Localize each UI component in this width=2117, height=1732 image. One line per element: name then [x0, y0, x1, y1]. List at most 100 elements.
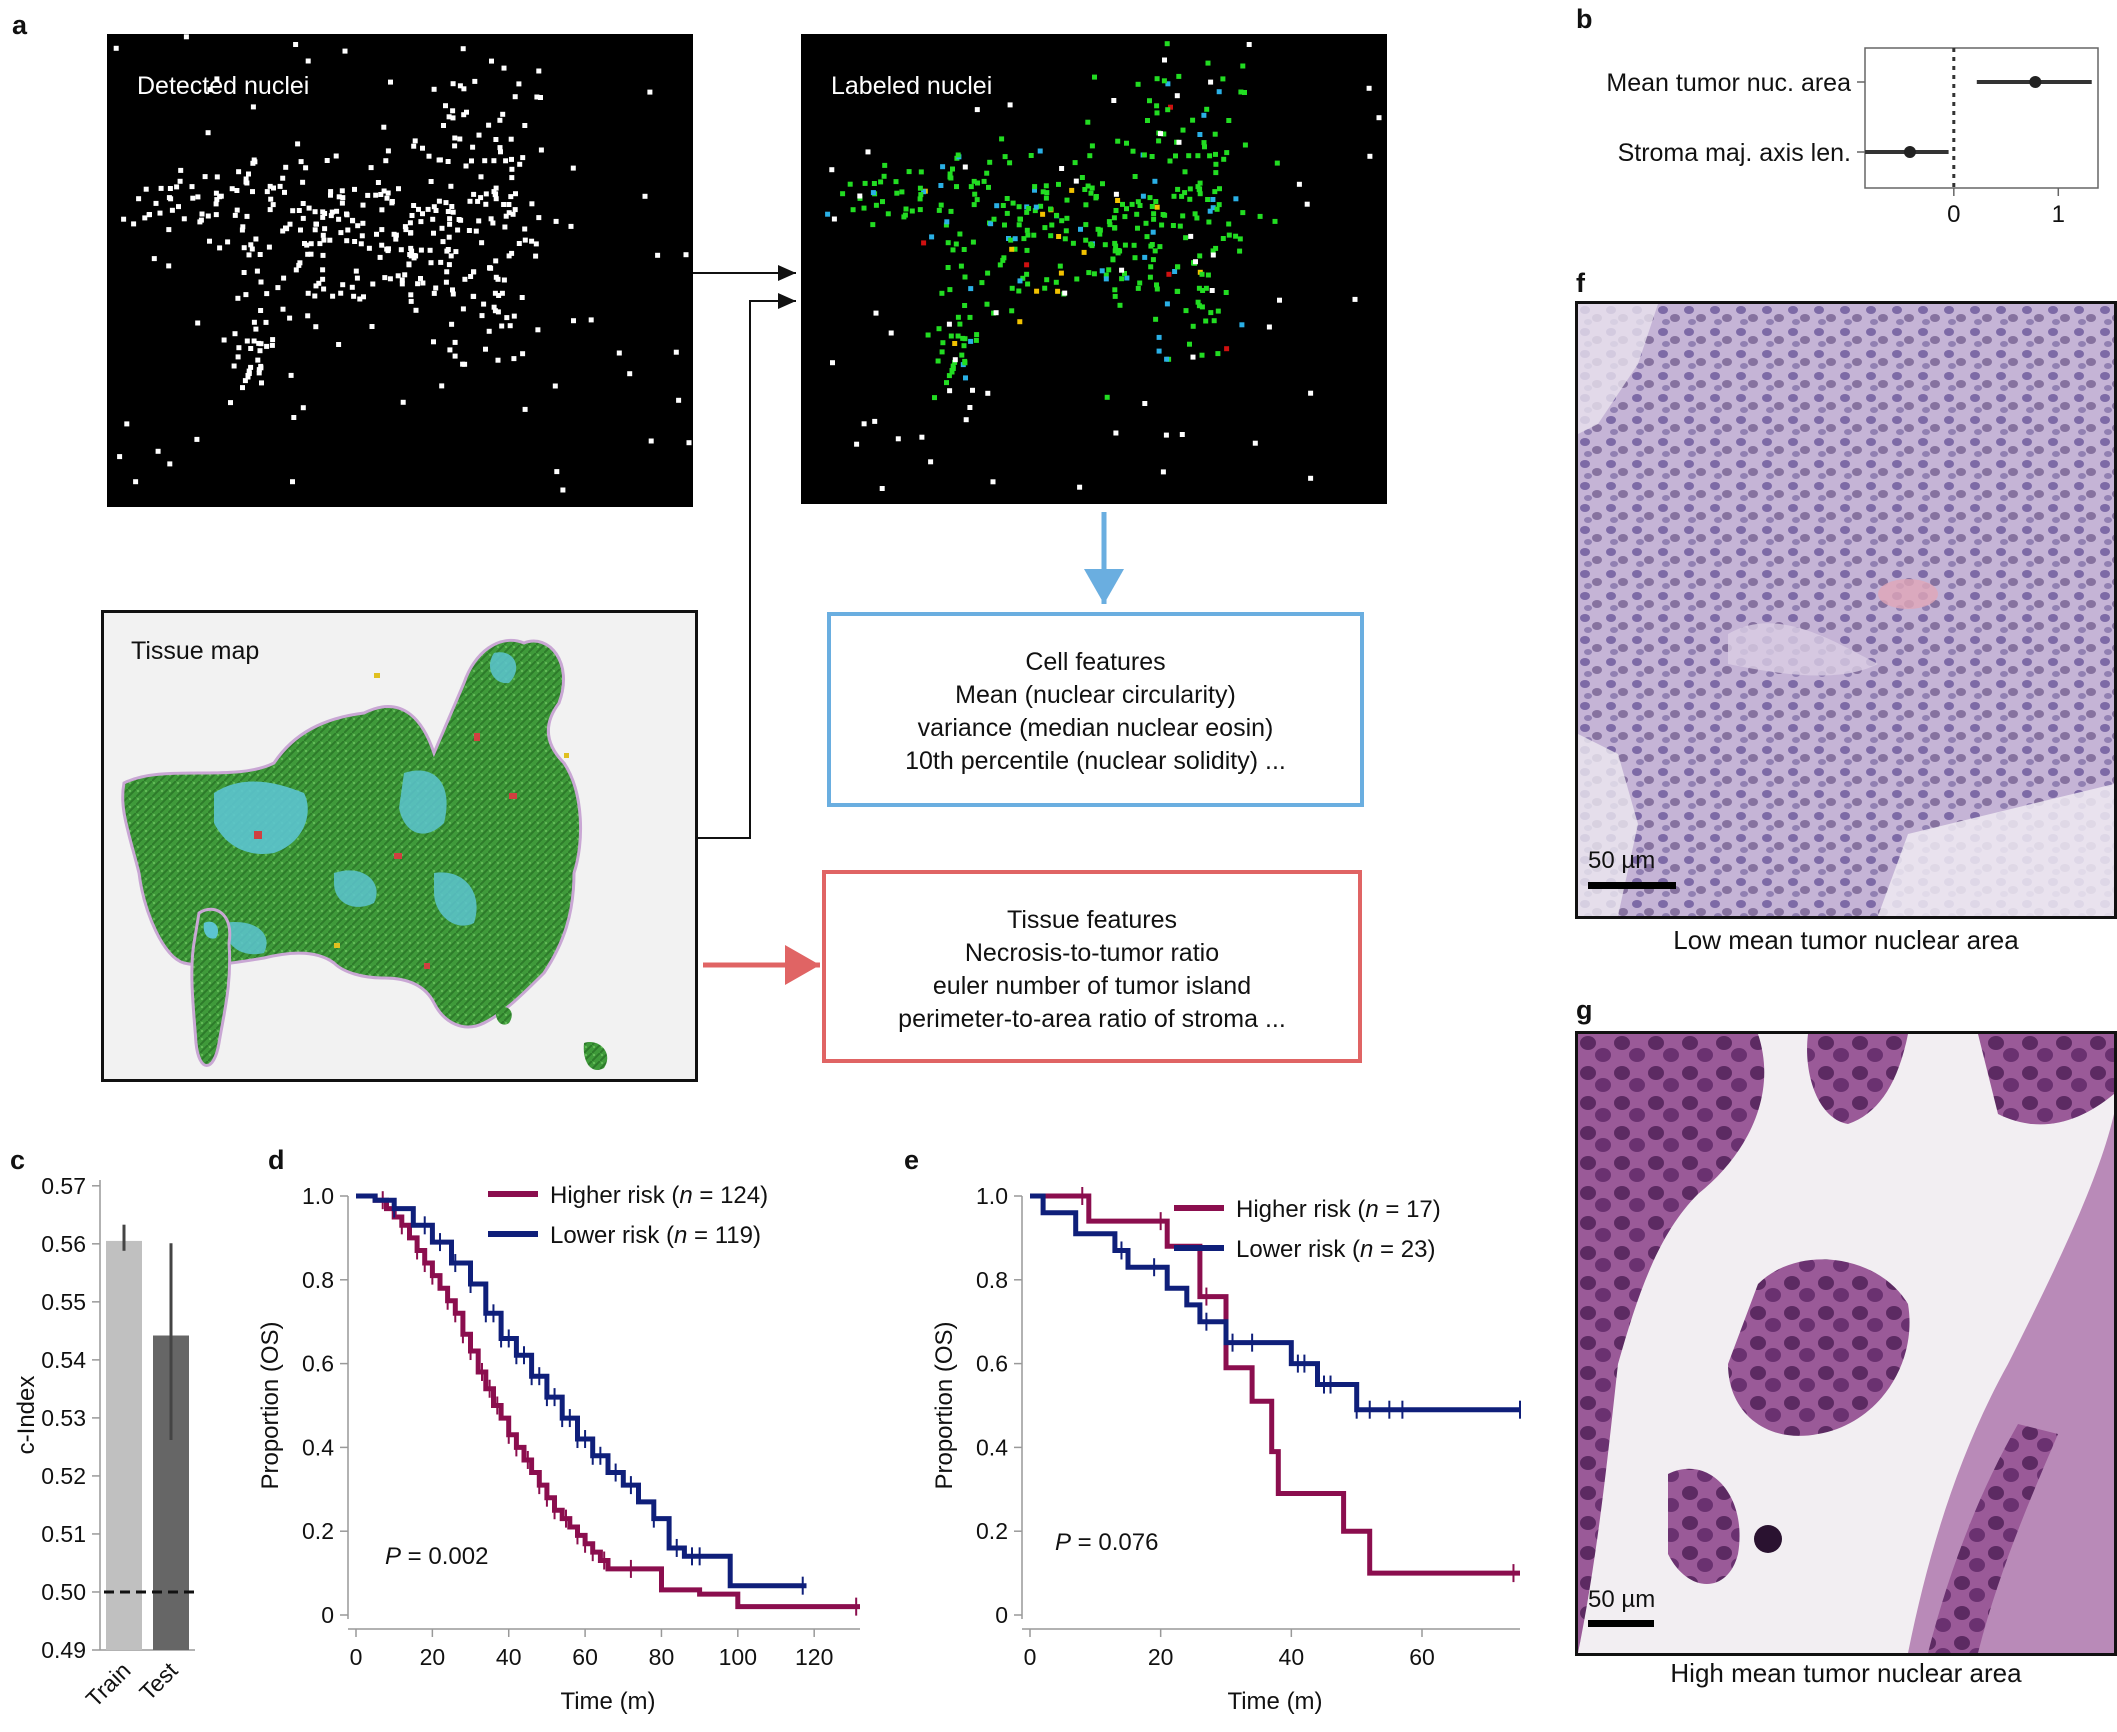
labeled-nucleus [985, 270, 991, 276]
labeled-nucleus [1043, 195, 1049, 201]
labeled-nucleus [1056, 181, 1061, 187]
labeled-nucleus [1110, 256, 1116, 262]
nucleus [334, 208, 340, 214]
nucleus [476, 132, 482, 138]
labeled-nucleus [1112, 248, 1118, 254]
labeled-nucleus [1176, 139, 1182, 145]
labeled-nucleus [1174, 288, 1180, 294]
labeled-nucleus [1049, 222, 1055, 228]
legend-label: Higher risk (n = 124) [550, 1182, 768, 1209]
nucleus [350, 217, 355, 223]
labeled-nucleus [938, 202, 944, 208]
labeled-nucleus [1112, 240, 1118, 246]
labeled-nucleus [961, 343, 967, 349]
nucleus [568, 223, 574, 229]
labeled-nucleus [1165, 81, 1171, 87]
labeled-nucleus [1164, 41, 1170, 47]
nucleus [284, 226, 290, 232]
labeled-nucleus [1167, 158, 1173, 164]
labeled-nucleus [986, 184, 991, 190]
nucleus [399, 281, 405, 287]
nucleus [361, 294, 366, 300]
panel-label-a: a [12, 10, 28, 40]
labeled-nucleus [1002, 222, 1007, 228]
labeled-nucleus [1213, 151, 1218, 157]
labeled-nucleus [829, 167, 835, 173]
nucleus [493, 196, 499, 202]
nucleus [475, 198, 481, 204]
labeled-nucleus [957, 231, 963, 237]
nucleus [491, 304, 497, 310]
nucleus [158, 185, 164, 191]
labeled-nucleus [952, 359, 958, 365]
nucleus [438, 259, 444, 265]
labeled-nucleus [939, 290, 945, 296]
nucleus [269, 342, 275, 348]
labeled-nucleus [1195, 153, 1201, 159]
tissue-feature-line: Necrosis-to-tumor ratio [964, 939, 1220, 967]
labeled-nucleus [870, 190, 876, 196]
nucleus [213, 201, 219, 207]
nucleus [448, 183, 454, 189]
labeled-nucleus [1196, 285, 1202, 291]
nucleus [504, 315, 510, 321]
nucleus [303, 165, 309, 171]
labeled-nucleus [954, 184, 959, 190]
nucleus [489, 58, 494, 64]
labeled-nucleus [1111, 215, 1117, 221]
labeled-nucleus [1038, 203, 1044, 209]
labeled-nucleus [899, 189, 905, 195]
nucleus [174, 184, 180, 190]
x-tick-label: 80 [649, 1644, 675, 1670]
labeled-nucleus [1187, 196, 1193, 202]
nucleus [500, 111, 506, 117]
nucleus [430, 216, 436, 222]
nucleus [496, 293, 502, 298]
nucleus [506, 202, 512, 207]
nucleus [642, 193, 648, 199]
nucleus [418, 276, 423, 281]
labeled-nucleus [1160, 469, 1166, 475]
nucleus [177, 178, 183, 184]
legend-label: Higher risk (n = 17) [1236, 1196, 1441, 1223]
nucleus [686, 440, 692, 446]
nucleus [133, 479, 139, 485]
labeled-nucleus [880, 199, 885, 205]
nucleus [647, 89, 653, 95]
nucleus [379, 227, 385, 233]
labeled-nucleus [1043, 183, 1049, 189]
nucleus [221, 337, 227, 343]
labeled-nucleus [1130, 148, 1136, 154]
labeled-nucleus [1199, 352, 1205, 358]
nucleus [205, 130, 211, 136]
labeled-nucleus [1148, 243, 1154, 249]
nucleus [287, 315, 293, 321]
panel-label-c: c [10, 1145, 26, 1175]
labeled-nucleus [1211, 318, 1217, 324]
labeled-nucleus [1151, 216, 1157, 222]
nucleus [241, 270, 247, 275]
labeled-nucleus [1025, 281, 1031, 287]
labeled-nucleus [1016, 288, 1022, 294]
nucleus [406, 261, 412, 267]
labeled-nucleus [994, 203, 1000, 209]
y-tick-label: 0 [321, 1602, 334, 1628]
nucleus [320, 214, 326, 220]
y-tick-label: 0.50 [41, 1579, 86, 1605]
nucleus [570, 165, 576, 171]
nucleus [676, 397, 682, 403]
labeled-nucleus [1131, 242, 1137, 248]
labeled-nucleus [1156, 348, 1162, 354]
labeled-nucleus [1152, 178, 1158, 184]
legend-label: Lower risk (n = 119) [550, 1222, 761, 1249]
nucleus [167, 186, 173, 191]
nucleus [420, 145, 425, 151]
nucleus [355, 223, 361, 229]
labeled-nucleus [1012, 246, 1018, 252]
labeled-nucleus [936, 207, 942, 213]
y-tick-label: 0.52 [41, 1463, 86, 1489]
labeled-nucleus [1233, 196, 1239, 202]
km-plot-e: 0 0.2 0.4 0.6 0.8 1.0 0 20 40 60 Time (m) Proportio… [931, 1183, 1521, 1715]
nucleus [447, 221, 453, 227]
nucleus [312, 209, 318, 215]
